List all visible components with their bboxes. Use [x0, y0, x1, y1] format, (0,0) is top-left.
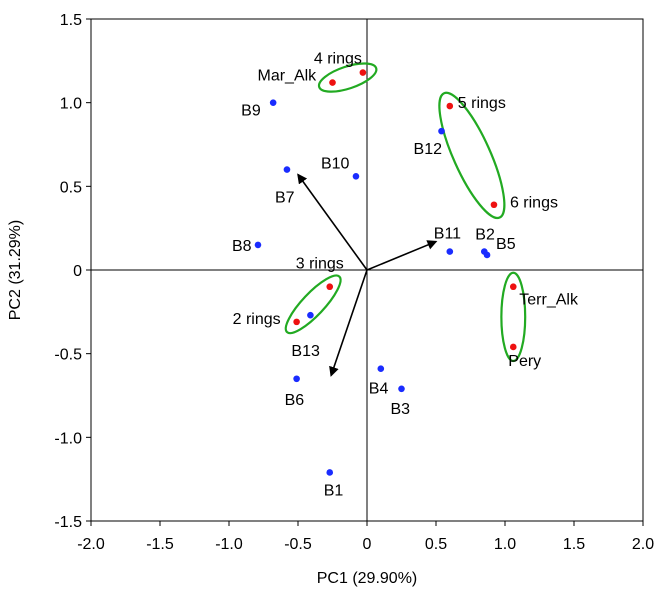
group-ellipse [438, 91, 506, 220]
group-ellipse [284, 274, 342, 335]
x-tick-label: -1.5 [146, 536, 174, 553]
x-ticks: -2.0 -1.5 -1.0 -0.5 0 0.5 1.0 1.5 2.0 [77, 521, 654, 553]
compound-point [509, 283, 517, 291]
compound-point [509, 343, 517, 351]
group-ellipses [284, 62, 527, 363]
y-axis-title: PC2 (31.29%) [7, 220, 24, 321]
compound-label: 4 rings [314, 51, 362, 68]
x-tick-label: 2.0 [632, 536, 654, 553]
x-tick-label: 0.5 [425, 536, 447, 553]
sample-label: B10 [321, 155, 350, 172]
compound-label: 3 rings [296, 256, 344, 273]
sample-label: B3 [391, 401, 411, 418]
group-ellipse [500, 271, 527, 363]
y-ticks: -1.5 -1.0 -0.5 0 0.5 1.0 1.5 [54, 12, 91, 531]
compound-point [326, 283, 334, 291]
sample-point [326, 469, 334, 476]
sample-label: B4 [369, 381, 389, 398]
compound-label: Pery [508, 353, 541, 370]
loading-vectors [297, 173, 438, 377]
sample-label: B9 [241, 103, 261, 120]
sample-label: B1 [324, 482, 344, 499]
sample-point [398, 385, 405, 393]
y-tick-label: 0 [73, 263, 82, 280]
sample-point [254, 241, 262, 249]
sample-point [293, 375, 300, 383]
sample-point [283, 166, 291, 173]
x-tick-label: 1.0 [494, 536, 516, 553]
y-tick-label: -1.5 [54, 514, 82, 531]
sample-label: B6 [285, 392, 305, 409]
x-tick-label: -1.0 [215, 536, 243, 553]
compound-label: 6 rings [510, 195, 558, 212]
y-tick-label: 1.0 [60, 96, 82, 113]
sample-label: B5 [496, 236, 516, 253]
y-tick-label: 1.5 [60, 12, 82, 29]
sample-label: B8 [232, 238, 252, 255]
sample-point [438, 127, 445, 135]
compound-label: Mar_Alk [258, 68, 318, 85]
compound-point [490, 201, 498, 209]
sample-label: B2 [475, 227, 495, 244]
sample-label: B13 [291, 343, 320, 360]
group-ellipse [317, 62, 378, 93]
compound-points [293, 69, 517, 351]
compound-label: Terr_Alk [519, 292, 579, 309]
compound-label: 5 rings [458, 95, 506, 112]
sample-points [254, 99, 491, 476]
sample-point [352, 172, 360, 180]
x-tick-label: 1.5 [563, 536, 585, 553]
sample-point [307, 311, 314, 319]
sample-point [483, 251, 491, 259]
y-tick-label: 0.5 [60, 179, 82, 196]
sample-label: B7 [275, 190, 295, 207]
loading-arrow [329, 269, 368, 377]
sample-point [377, 365, 385, 373]
y-tick-label: -0.5 [54, 347, 82, 364]
loading-arrow [297, 173, 368, 271]
x-tick-label: -2.0 [77, 536, 105, 553]
compound-point [359, 69, 367, 76]
x-tick-label: -0.5 [284, 536, 312, 553]
sample-point [446, 248, 454, 255]
compound-point [329, 79, 336, 86]
compound-point [293, 318, 300, 326]
compound-label: 2 rings [233, 311, 281, 328]
sample-label: B11 [434, 226, 461, 243]
loading-arrow [366, 240, 438, 271]
sample-point [269, 99, 277, 106]
sample-label: B12 [414, 141, 443, 158]
y-tick-label: -1.0 [54, 430, 82, 447]
x-tick-label: 0 [363, 536, 372, 553]
compound-point [446, 102, 454, 110]
x-axis-title: PC1 (29.90%) [317, 570, 418, 587]
